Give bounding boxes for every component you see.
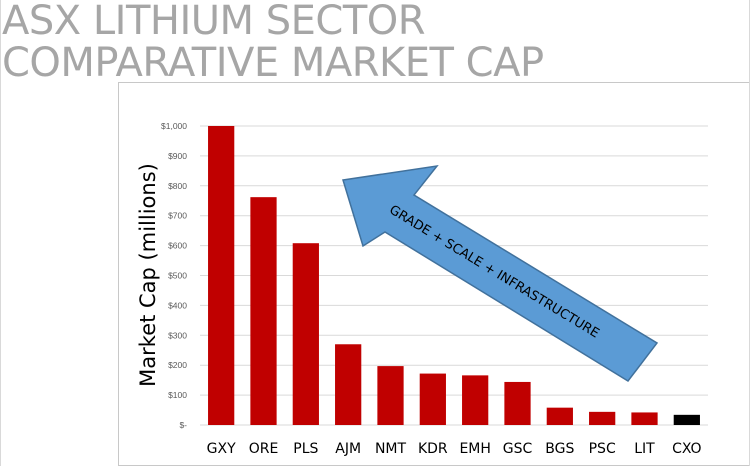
y-tick-label: $- xyxy=(179,420,187,430)
x-tick-label-gsc: GSC xyxy=(503,441,533,457)
y-tick-label: $600 xyxy=(168,241,187,251)
bar-nmt xyxy=(377,366,404,425)
y-tick-label: $400 xyxy=(168,300,187,310)
bars xyxy=(208,126,700,425)
trend-arrow-shape xyxy=(342,164,659,382)
bar-cxo xyxy=(673,414,700,425)
x-tick-label-bgs: BGS xyxy=(545,441,574,457)
trend-arrow-label: GRADE + SCALE + INFRASTRUCTURE xyxy=(386,203,601,342)
trend-arrow: GRADE + SCALE + INFRASTRUCTURE xyxy=(342,164,659,382)
x-tick-label-pls: PLS xyxy=(293,441,318,457)
bar-psc xyxy=(589,411,616,425)
bar-bgs xyxy=(546,407,573,425)
y-tick-label: $800 xyxy=(168,181,187,191)
x-tick-label-ajm: AJM xyxy=(335,441,361,457)
x-tick-label-psc: PSC xyxy=(589,441,616,457)
y-tick-label: $900 xyxy=(168,151,187,161)
y-tick-label: $700 xyxy=(168,211,187,221)
slide-title-line-2: COMPARATIVE MARKET CAP xyxy=(2,40,544,86)
x-tick-labels: GXY ORE PLS AJM NMT KDR EMH GSC BGS PSC LIT CXO xyxy=(207,441,702,457)
bar-emh xyxy=(462,375,489,425)
bar-ore xyxy=(250,197,277,425)
y-tick-labels: $- $100 $200 $300 $400 $500 $600 $700 $800 $900 $1… xyxy=(161,121,187,430)
bar-kdr xyxy=(419,373,446,425)
y-tick-label: $1,000 xyxy=(161,121,187,131)
x-tick-label-lit: LIT xyxy=(634,441,655,457)
x-tick-label-gxy: GXY xyxy=(207,441,236,457)
y-tick-label: $500 xyxy=(168,271,187,281)
x-tick-label-emh: EMH xyxy=(459,441,490,457)
x-tick-label-kdr: KDR xyxy=(418,441,448,457)
x-tick-label-nmt: NMT xyxy=(375,441,407,457)
x-tick-label-ore: ORE xyxy=(249,441,279,457)
bar-gxy xyxy=(208,126,235,425)
y-tick-label: $300 xyxy=(168,330,187,340)
slide-title-line-1: ASX LITHIUM SECTOR xyxy=(2,0,426,44)
slide-left-edge xyxy=(0,0,1,466)
slide-title: ASX LITHIUM SECTOR COMPARATIVE MARKET CA… xyxy=(2,0,544,84)
y-tick-label: $200 xyxy=(168,360,187,370)
bar-gsc xyxy=(504,381,531,425)
y-tick-label: $100 xyxy=(168,390,187,400)
y-axis-label: Market Cap (millions) xyxy=(136,163,160,387)
bar-lit xyxy=(631,412,658,425)
bar-ajm xyxy=(335,344,362,425)
x-tick-label-cxo: CXO xyxy=(672,441,702,457)
bar-pls xyxy=(292,243,319,425)
